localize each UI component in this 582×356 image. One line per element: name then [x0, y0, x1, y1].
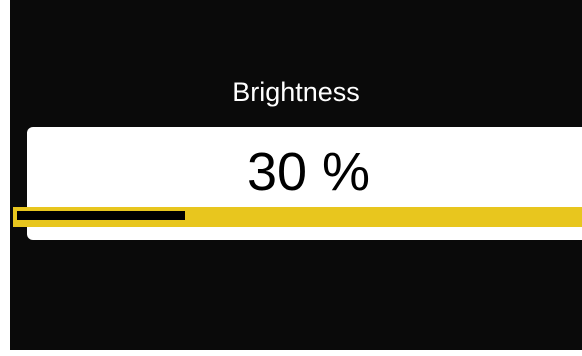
brightness-slider[interactable]: [13, 207, 582, 227]
osd-title: Brightness: [232, 77, 360, 107]
brightness-value: 30 %: [246, 142, 371, 202]
brightness-osd: Brightness 30 %: [10, 0, 582, 350]
brightness-slider-fill: [17, 211, 185, 220]
